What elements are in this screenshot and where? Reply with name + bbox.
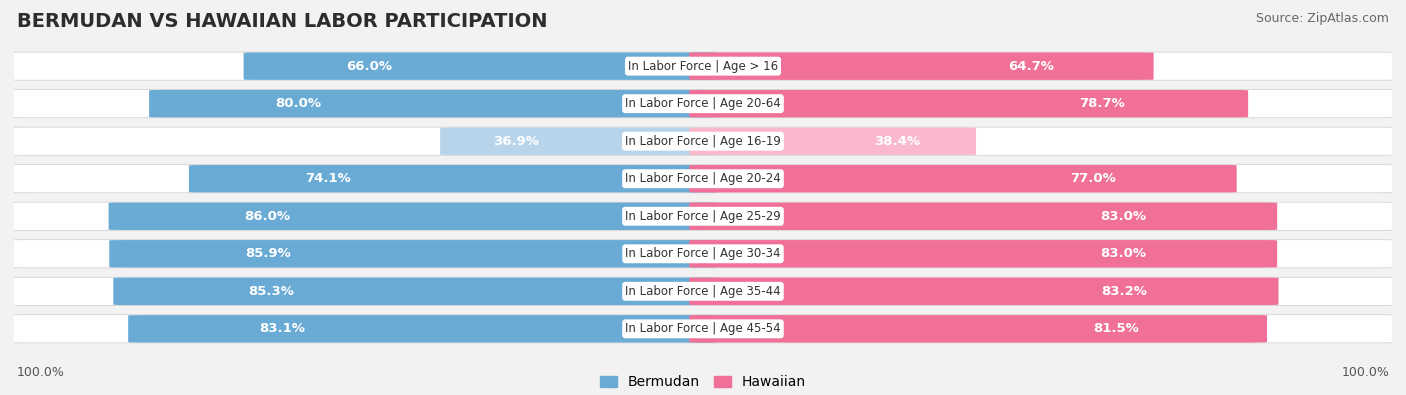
Text: 66.0%: 66.0% [346,60,392,73]
FancyBboxPatch shape [7,90,1399,118]
FancyBboxPatch shape [188,165,717,192]
FancyBboxPatch shape [689,240,1277,267]
FancyBboxPatch shape [7,277,1399,305]
FancyBboxPatch shape [7,127,1399,155]
Text: 36.9%: 36.9% [494,135,538,148]
Text: 81.5%: 81.5% [1092,322,1139,335]
Legend: Bermudan, Hawaiian: Bermudan, Hawaiian [595,370,811,395]
Text: In Labor Force | Age 35-44: In Labor Force | Age 35-44 [626,285,780,298]
FancyBboxPatch shape [110,240,717,267]
Text: 38.4%: 38.4% [875,135,921,148]
FancyBboxPatch shape [7,165,1399,193]
Text: 83.0%: 83.0% [1101,247,1146,260]
Text: 85.9%: 85.9% [245,247,291,260]
FancyBboxPatch shape [440,128,717,155]
FancyBboxPatch shape [7,240,1399,268]
FancyBboxPatch shape [7,202,1399,230]
Text: 74.1%: 74.1% [305,172,350,185]
Text: In Labor Force | Age 25-29: In Labor Force | Age 25-29 [626,210,780,223]
FancyBboxPatch shape [689,203,1277,230]
FancyBboxPatch shape [689,128,976,155]
Text: In Labor Force | Age 30-34: In Labor Force | Age 30-34 [626,247,780,260]
Text: 83.2%: 83.2% [1101,285,1147,298]
FancyBboxPatch shape [7,315,1399,343]
FancyBboxPatch shape [7,52,1399,80]
Text: 86.0%: 86.0% [245,210,291,223]
FancyBboxPatch shape [689,278,1278,305]
FancyBboxPatch shape [243,53,717,80]
Text: In Labor Force | Age 20-64: In Labor Force | Age 20-64 [626,97,780,110]
Text: 77.0%: 77.0% [1070,172,1116,185]
Text: 100.0%: 100.0% [17,366,65,379]
Text: BERMUDAN VS HAWAIIAN LABOR PARTICIPATION: BERMUDAN VS HAWAIIAN LABOR PARTICIPATION [17,12,547,31]
Text: 100.0%: 100.0% [1341,366,1389,379]
Text: 83.0%: 83.0% [1101,210,1146,223]
Text: In Labor Force | Age > 16: In Labor Force | Age > 16 [628,60,778,73]
FancyBboxPatch shape [108,203,717,230]
Text: In Labor Force | Age 45-54: In Labor Force | Age 45-54 [626,322,780,335]
Text: In Labor Force | Age 16-19: In Labor Force | Age 16-19 [626,135,780,148]
Text: Source: ZipAtlas.com: Source: ZipAtlas.com [1256,12,1389,25]
Text: 85.3%: 85.3% [247,285,294,298]
FancyBboxPatch shape [689,53,1153,80]
Text: 83.1%: 83.1% [259,322,305,335]
FancyBboxPatch shape [128,315,717,342]
FancyBboxPatch shape [689,315,1267,342]
Text: 78.7%: 78.7% [1078,97,1125,110]
FancyBboxPatch shape [114,278,717,305]
Text: 80.0%: 80.0% [276,97,321,110]
Text: 64.7%: 64.7% [1008,60,1053,73]
Text: In Labor Force | Age 20-24: In Labor Force | Age 20-24 [626,172,780,185]
FancyBboxPatch shape [689,90,1249,117]
FancyBboxPatch shape [689,165,1237,192]
FancyBboxPatch shape [149,90,717,117]
